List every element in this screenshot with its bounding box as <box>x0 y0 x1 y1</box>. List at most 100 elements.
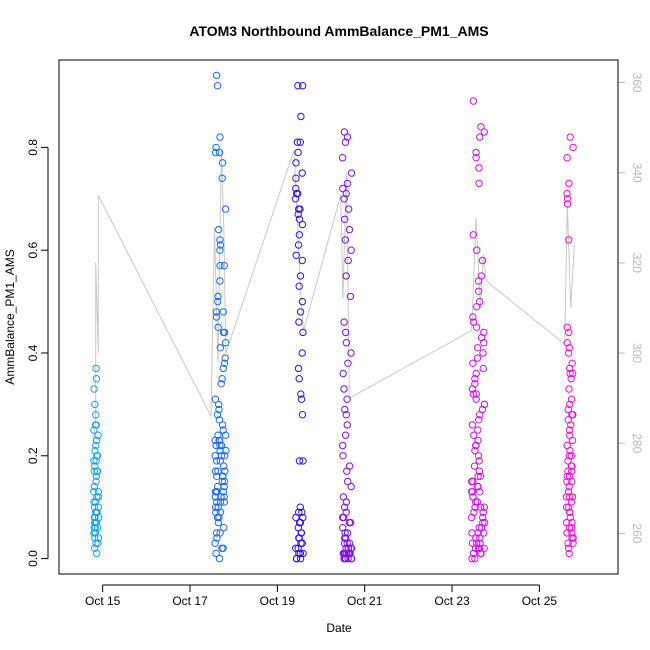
data-point <box>220 493 228 501</box>
data-point <box>291 195 300 203</box>
data-point <box>565 349 573 357</box>
data-point <box>564 467 572 475</box>
x-tick-label: Oct 15 <box>85 594 121 608</box>
data-point <box>216 133 224 141</box>
data-point <box>211 539 219 547</box>
data-point <box>565 236 573 244</box>
data-point <box>468 421 477 429</box>
data-point <box>212 488 220 496</box>
data-point <box>475 179 483 188</box>
data-point <box>216 261 224 270</box>
data-point <box>471 446 479 455</box>
data-point <box>215 225 223 234</box>
data-point <box>215 416 224 424</box>
data-point <box>567 467 576 475</box>
data-point <box>216 241 225 249</box>
data-point <box>473 344 482 352</box>
data-point <box>474 426 482 434</box>
x-tick-label: Oct 25 <box>522 594 558 608</box>
data-point <box>298 256 306 265</box>
data-point <box>342 328 350 337</box>
y-tick-label: 0.6 <box>26 242 40 259</box>
data-point <box>295 375 303 383</box>
data-point <box>339 441 347 450</box>
data-point <box>565 385 573 393</box>
data-point <box>295 231 304 239</box>
data-point <box>340 318 348 326</box>
right-tick-label: 260 <box>630 523 644 543</box>
data-point <box>341 529 349 537</box>
data-point <box>565 482 573 491</box>
data-point <box>344 554 352 563</box>
data-point <box>474 452 483 460</box>
right-tick-label: 360 <box>630 73 644 93</box>
right-tick-label: 340 <box>630 163 644 183</box>
data-point <box>215 405 223 414</box>
data-point <box>343 395 351 403</box>
data-point <box>292 544 300 552</box>
data-point <box>216 446 224 455</box>
data-point <box>93 493 101 501</box>
data-point <box>90 529 98 537</box>
data-point <box>216 246 224 254</box>
data-point <box>468 554 476 563</box>
data-point <box>566 513 574 522</box>
data-point <box>91 421 100 429</box>
data-point <box>476 488 484 496</box>
y-tick-label: 0.2 <box>26 447 40 464</box>
data-point <box>211 467 220 475</box>
data-point <box>565 493 574 501</box>
data-point <box>471 375 479 383</box>
data-point <box>565 179 573 188</box>
data-point <box>471 554 479 563</box>
data-point <box>568 529 576 537</box>
data-point <box>343 539 351 547</box>
data-point <box>340 513 348 522</box>
data-point <box>211 493 220 501</box>
data-point <box>569 369 577 378</box>
data-point <box>339 369 347 378</box>
data-point <box>347 482 355 491</box>
data-point <box>566 446 574 455</box>
data-point <box>218 421 227 429</box>
data-point <box>292 184 300 193</box>
data-point <box>470 462 479 470</box>
data-point <box>213 513 222 522</box>
data-point <box>473 246 481 254</box>
data-point <box>216 277 224 285</box>
data-point <box>216 344 225 352</box>
data-point <box>296 138 304 146</box>
data-point <box>347 246 355 254</box>
data-point <box>481 518 489 527</box>
data-point <box>564 539 572 547</box>
data-point <box>211 436 219 445</box>
data-point <box>568 534 576 542</box>
data-point <box>345 549 353 558</box>
data-point <box>342 189 350 198</box>
data-point <box>565 452 574 460</box>
data-point <box>212 503 220 511</box>
data-point <box>344 359 352 367</box>
data-point <box>220 524 228 532</box>
data-point <box>479 349 487 357</box>
data-point <box>474 472 482 480</box>
data-point <box>212 71 221 80</box>
data-point <box>211 452 219 460</box>
data-point <box>216 441 224 450</box>
data-point <box>480 128 488 136</box>
data-point <box>469 359 477 367</box>
data-point <box>345 539 354 547</box>
data-point <box>345 205 353 213</box>
data-point <box>294 364 303 373</box>
data-point <box>475 467 484 475</box>
data-point <box>216 529 224 537</box>
data-point <box>292 251 300 260</box>
data-point <box>297 395 306 403</box>
data-point <box>476 472 485 480</box>
data-point <box>90 457 98 465</box>
data-point <box>468 385 477 393</box>
data-point <box>339 452 347 460</box>
data-point <box>469 231 477 239</box>
data-point <box>474 287 483 295</box>
